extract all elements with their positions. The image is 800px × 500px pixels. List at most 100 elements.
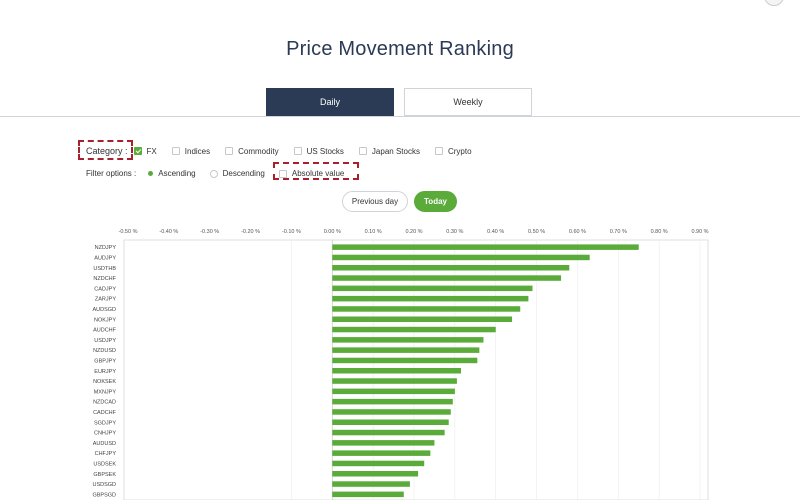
tab-daily[interactable]: Daily [266, 88, 394, 116]
commodity-checkbox[interactable] [225, 147, 234, 155]
descending-label: Descending [222, 169, 265, 178]
bar[interactable] [332, 316, 513, 323]
category-tick-label: CADJPY [94, 286, 116, 292]
filter-label: Filter options : [86, 169, 137, 178]
descending-radio[interactable] [209, 169, 218, 178]
x-tick-label: 0.20 % [405, 229, 422, 235]
bar[interactable] [332, 450, 431, 456]
category-tick-label: AUDSGD [92, 307, 116, 313]
x-tick-label: -0.30 % [200, 229, 219, 235]
avatar[interactable] [764, 0, 784, 6]
category-tick-label: AUDJPY [94, 255, 116, 261]
page-title: Price Movement Ranking [286, 38, 514, 60]
bar[interactable] [332, 429, 445, 436]
bar[interactable] [332, 244, 639, 250]
x-tick-label: 0.80 % [651, 229, 668, 235]
bar[interactable] [332, 337, 484, 343]
bar[interactable] [332, 481, 410, 487]
category-tick-label: EURJPY [94, 369, 116, 375]
price-movement-chart: -0.50 % -0.40 % -0.30 % -0.20 % -0.10 % 0.00 … [92, 229, 709, 500]
category-tick-label: NOKJPY [94, 317, 116, 323]
x-tick-label: -0.40 % [159, 229, 178, 235]
category-crypto-label: Crypto [447, 146, 472, 156]
filter-options: Filter options : Ascending Descending Ab… [86, 169, 358, 178]
ascending-option[interactable]: Ascending [148, 169, 196, 178]
category-indices[interactable]: Indices [171, 147, 210, 156]
category-tick-label: SGDJPY [94, 420, 116, 426]
x-tick-label: 0.50 % [528, 229, 545, 235]
x-tick-label: -0.50 % [119, 229, 138, 235]
bar[interactable] [332, 471, 419, 477]
category-tick-label: NOKSEK [93, 379, 116, 385]
bar[interactable] [332, 409, 451, 415]
x-tick-label: 0.70 % [610, 229, 627, 235]
category-commodity-label: Commodity [238, 146, 279, 156]
bar[interactable] [332, 295, 529, 302]
descending-option[interactable]: Descending [209, 169, 265, 178]
fx-checkbox[interactable] [133, 147, 142, 155]
today-button[interactable]: Today [414, 191, 457, 212]
period-tabs: Daily Weekly [266, 88, 532, 116]
category-label: Category : [86, 146, 128, 156]
category-tick-label: USDSEK [93, 461, 116, 467]
bar[interactable] [332, 491, 404, 498]
absolute-value-highlight-box [273, 162, 359, 180]
category-us-stocks-label: US Stocks [306, 146, 344, 156]
category-tick-label: GBPSGD [92, 492, 116, 498]
bar[interactable] [332, 460, 425, 467]
day-selector: Previous day Today [342, 191, 457, 212]
bar[interactable] [332, 347, 480, 353]
bar[interactable] [332, 398, 453, 405]
category-tick-label: CNHJPY [94, 431, 116, 437]
category-crypto[interactable]: Crypto [434, 146, 472, 156]
x-tick-label: 0.60 % [569, 229, 586, 235]
bar[interactable] [332, 306, 521, 312]
category-tick-label: NZDUSD [93, 348, 116, 354]
tabs-divider [0, 116, 800, 117]
previous-day-button[interactable]: Previous day [342, 191, 408, 212]
ascending-label: Ascending [158, 169, 196, 178]
x-tick-label: 0.30 % [446, 229, 463, 235]
category-tick-label: CHFJPY [95, 451, 117, 457]
bar[interactable] [332, 440, 435, 446]
x-tick-label: 0.90 % [691, 229, 708, 235]
x-tick-label: -0.20 % [241, 229, 260, 235]
category-japan-stocks-label: Japan Stocks [371, 146, 420, 156]
category-fx[interactable]: FX [133, 146, 157, 156]
bar[interactable] [332, 368, 461, 374]
category-tick-label: USDTHB [93, 266, 116, 272]
bar[interactable] [332, 285, 533, 292]
bar[interactable] [332, 254, 590, 261]
indices-checkbox[interactable] [171, 147, 180, 155]
crypto-checkbox[interactable] [434, 147, 443, 155]
category-tick-label: NZDCHF [93, 276, 116, 282]
tab-weekly[interactable]: Weekly [404, 88, 532, 116]
category-tick-label: CADCHF [93, 410, 117, 416]
bar[interactable] [332, 378, 457, 384]
category-fx-label: FX [146, 146, 157, 156]
category-tick-label: GBPSEK [93, 472, 116, 478]
plot-frame [123, 239, 709, 500]
bar[interactable] [332, 388, 455, 395]
japan-stocks-checkbox[interactable] [358, 147, 367, 155]
x-tick-label: 0.10 % [365, 229, 382, 235]
category-tick-label: NZDJPY [95, 245, 117, 251]
category-commodity[interactable]: Commodity [225, 146, 279, 156]
category-tick-label: NZDCAD [93, 400, 116, 406]
bar[interactable] [332, 265, 570, 271]
bar[interactable] [332, 419, 449, 426]
bar[interactable] [332, 275, 562, 281]
us-stocks-checkbox[interactable] [293, 147, 302, 155]
category-japan-stocks[interactable]: Japan Stocks [358, 146, 420, 156]
absolute-value-label: Absolute value [291, 169, 345, 178]
bar[interactable] [332, 326, 496, 333]
category-us-stocks[interactable]: US Stocks [293, 146, 344, 156]
absolute-value-option[interactable]: Absolute value [278, 169, 345, 178]
category-tick-label: AUDCHF [93, 328, 117, 334]
category-tick-label: USDSGD [92, 482, 116, 488]
bar[interactable] [332, 357, 478, 364]
absolute-value-checkbox[interactable] [278, 169, 287, 178]
ascending-radio[interactable] [148, 171, 154, 176]
category-tick-label: AUDUSD [93, 441, 116, 447]
category-tick-label: ZARJPY [95, 297, 116, 303]
